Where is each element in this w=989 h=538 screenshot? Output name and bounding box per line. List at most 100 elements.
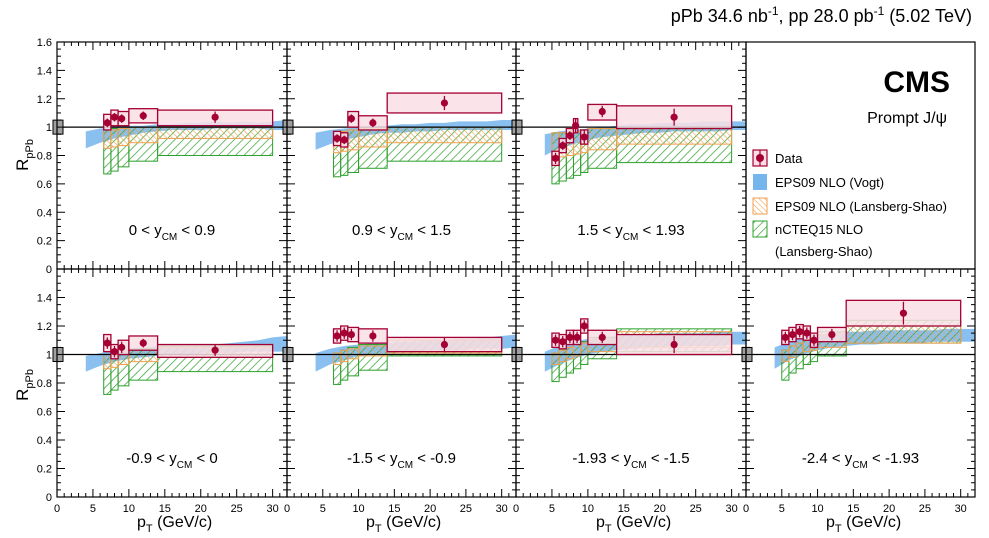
legend-eps-ls-label: EPS09 NLO (Lansberg-Shao) [775,199,947,214]
panel-top-2: 0.9 < yCM < 1.5 [282,92,516,243]
panel-plot-area [287,325,516,385]
data-point [566,132,574,140]
eps09-ls-box [358,128,388,148]
x-tick-label: 10 [811,503,823,515]
data-point [566,333,574,341]
data-point [369,332,377,340]
data-point [559,141,567,150]
eps09-ls-box [347,129,360,151]
y-tick-label: 0.2 [37,464,52,476]
rapidity-label-pre: -1.5 < y [347,450,398,467]
x-tick-label: 10 [352,503,364,515]
data-point [559,338,567,346]
panel-plot-area [57,333,287,395]
y-title-main: R [13,159,32,171]
x-tick-label: 5 [320,503,326,515]
cms-logo: CMS [883,66,950,99]
legend-item-ncteq: nCTEQ15 NLO (Lansberg-Shao) [752,220,873,259]
legend-vogt-swatch [753,174,767,190]
panels-layer: 0 < yCM < 0.900.20.40.60.811.21.41.6 0.9 … [37,37,975,515]
data-point [551,336,560,344]
eps09-ls-box [565,346,574,360]
data-point [333,134,341,143]
data-point [347,115,356,123]
rapidity-label: 1.5 < yCM < 1.93 [577,222,684,243]
data-point [670,340,678,349]
rapidity-label-post: < 1.5 [413,222,451,239]
frames-layer [56,41,976,498]
data-point [796,328,804,336]
eps09-ls-box [616,126,733,145]
data-point [781,333,789,341]
rapidity-label: -0.9 < yCM < 0 [126,450,217,471]
x-tick-label: 25 [460,503,472,515]
panel-bottom-2: -1.5 < yCM < -0.9 0 5 10 15 20 25 30 [282,325,516,515]
x-tick-label: 20 [424,503,436,515]
y-title-sub: pPb [24,369,36,389]
x-tick-label: 0 [743,503,749,515]
rapidity-label-post: < 0.9 [177,222,215,239]
data-point [340,329,348,337]
eps09-ls-box [110,129,119,148]
lumi-header: pPb 34.6 nb-1, pp 28.0 pb-1 (5.02 TeV) [671,4,972,26]
y-tick-label: 0.4 [37,435,52,447]
rapidity-label-sub: CM [397,232,413,243]
panel-top-1: 0 < yCM < 0.9 0 0.2 0.4 0.6 0.8 1 1.2 1.4 1.6 [37,37,287,276]
data-point [118,343,126,351]
x-tick-label: 25 [919,503,931,515]
rapidity-label-pre: 0 < y [129,222,162,239]
rapidity-label-post: < -1.93 [868,450,919,467]
eps09-ls-box [386,126,503,144]
x-tick-label: 0 [54,503,60,515]
eps09-ls-box [802,339,811,353]
data-point [139,112,147,120]
x-tick-label: 25 [231,503,243,515]
data-point [670,113,678,121]
rapidity-label: -1.5 < yCM < -0.9 [347,450,456,471]
x-tick-label: 15 [159,503,171,515]
eps09-ls-box [795,342,804,356]
svg-text:RpPb: RpPb [13,139,36,171]
eps09-ls-box [103,129,112,149]
y-tick-label: 1.4 [37,293,52,305]
data-point [340,136,348,144]
svg-text:RpPb: RpPb [13,369,36,401]
data-point [211,346,219,354]
y-tick-label: 1.6 [37,37,52,49]
rapidity-label-pre: -1.93 < y [572,450,631,467]
legend-item-data: Data [752,149,803,167]
legend-ncteq-label-line2: (Lansberg-Shao) [775,244,873,259]
y-tick-label: 1.2 [37,94,52,106]
panel-top-3: 1.5 < yCM < 1.93 [511,103,746,243]
rapidity-label-post: < -0.9 [413,450,456,467]
panel-plot-area [57,108,287,175]
rapidity-label-sub: CM [852,460,868,471]
eps09-ls-box [781,349,790,363]
legend-item-eps-ls: EPS09 NLO (Lansberg-Shao) [752,197,947,215]
data-point [810,336,818,344]
x-axis-title-4: pT (GeV/c) [826,514,901,535]
eps09-ls-box [587,128,618,151]
y-tick-label: 0.2 [37,236,52,248]
data-point [110,348,119,356]
x-tick-label: 15 [388,503,400,515]
data-point [598,333,606,341]
y-title-main: R [13,389,32,401]
data-point [551,154,560,162]
legend-data-marker [756,154,764,162]
lumi-exp1: -1 [768,4,779,18]
lumi-exp2: -1 [874,4,885,18]
rapidity-label: 0.9 < yCM < 1.5 [352,222,451,243]
x-tick-label: 5 [779,503,785,515]
legend-frame [745,41,976,270]
eps09-ls-box [103,354,112,370]
rapidity-label-post: < 0 [192,450,217,467]
x-tick-label: 30 [955,503,967,515]
x-tick-label: 20 [883,503,895,515]
eps09-ls-box [845,325,962,344]
data-point [899,309,908,317]
legend-ncteq-swatch [752,220,768,238]
rapidity-label-sub: CM [162,232,178,243]
data-point [573,333,581,341]
